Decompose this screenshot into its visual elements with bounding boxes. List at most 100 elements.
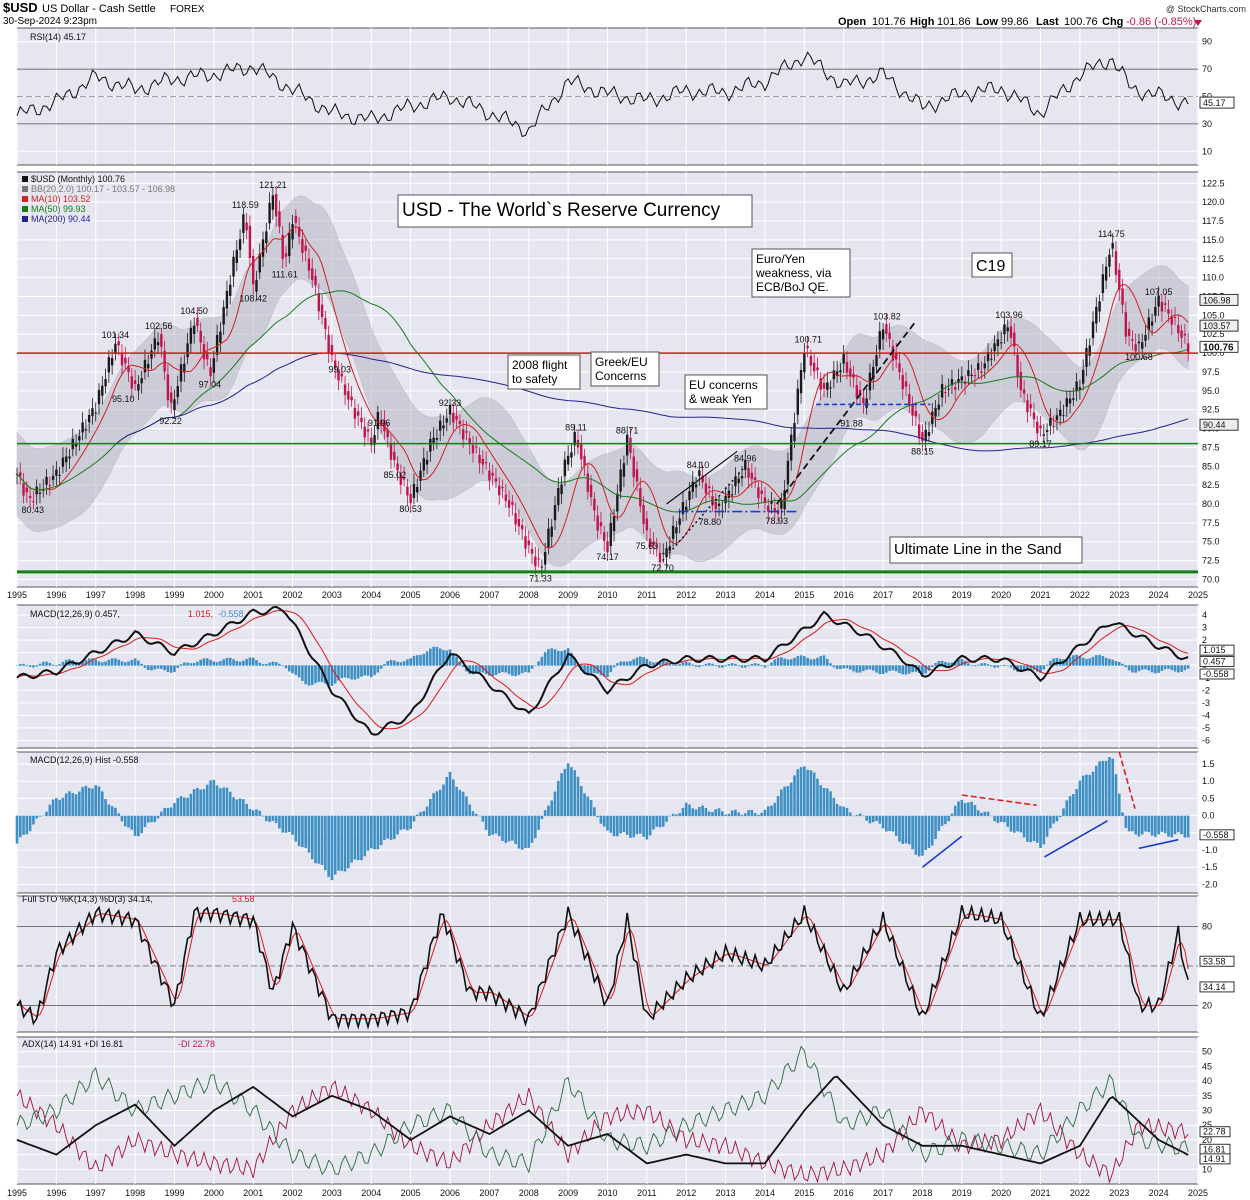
candle-body [816,367,819,371]
y-tick-label: 4 [1202,610,1207,620]
hist-bar [199,789,203,817]
macd-hist-bar [970,665,973,666]
hist-bar [1052,815,1055,824]
macd-hist-bar [1137,665,1141,672]
macd-hist-bar [1035,665,1039,672]
legend-swatch [22,176,28,182]
hist-bar [871,815,875,823]
hist-bar [635,815,639,835]
candle-body [1022,389,1026,394]
macd-hist-bar [1052,658,1055,666]
hist-bar [504,815,508,843]
macd-hist-bar [248,657,252,666]
hist-bar [133,815,137,836]
hist-bar [924,815,928,850]
hist-bar [225,787,229,817]
hist-bar [445,776,449,817]
macd-hist-bar [196,661,199,666]
hist-bar [714,809,718,817]
candle-body [22,483,25,496]
macd-hist-bar [123,662,127,666]
candle-body [1111,243,1114,249]
macd-hist-bar [924,665,928,674]
legend-swatch [22,206,28,212]
macd-hist-bar [1177,665,1180,673]
x-tick-label: 2017 [873,590,893,600]
candle-body [284,253,288,257]
macd-hist-bar [307,665,311,686]
macd-hist-bar [209,659,212,666]
hist-bar [1065,800,1069,817]
macd-hist-bar [534,665,537,666]
hist-bar [146,815,150,823]
candle-body [796,388,799,415]
y-tick-label: 30 [1202,119,1212,129]
candle-body [862,397,865,404]
macd-hist-bar [593,665,596,674]
hist-bar [251,810,255,817]
hist-bar [143,815,147,828]
macd-hist-bar [937,660,941,666]
macd-hist-bar [1154,665,1157,674]
candle-body [878,331,881,350]
candle-body [419,470,422,481]
candle-body [153,338,156,350]
macd-hist-bar [255,660,258,666]
macd-hist-bar [386,661,390,666]
price-annotation: 89.11 [565,422,587,432]
candle-body [757,487,760,499]
macd-hist-bar [1006,665,1010,666]
candle-body [376,411,380,430]
macd-hist-bar [871,665,875,671]
candle-body [501,487,504,489]
candle-body [521,525,524,530]
candle-body [248,225,252,259]
candle-body [917,424,921,439]
candle-body [599,522,603,527]
candle-body [1186,343,1190,354]
x-tick-label: 2020 [991,590,1011,600]
macd-hist-bar [235,660,239,666]
macd-hist-bar [28,665,32,667]
hist-bar [960,799,964,817]
y-tick-label: 102.5 [1202,329,1225,339]
macd-hist-bar [153,665,157,670]
macd-hist-bar [310,665,314,685]
hist-bar [438,789,442,817]
x-tick-label: 1998 [125,590,145,600]
macd-value-tag [1199,644,1235,656]
hist-bar [1072,794,1075,817]
hist-bar [402,815,406,830]
hist-bar [803,766,806,817]
hist-bar [796,769,800,817]
hist-bar [110,806,114,817]
hist-bar [783,786,786,817]
macd-hist-bar [278,663,281,666]
hist-bar [261,815,265,817]
hist-bar [1009,815,1013,832]
macd-hist-bar [783,658,786,666]
hist-bar [1154,815,1157,837]
candle-body [1072,398,1075,400]
candle-body [678,518,681,525]
macd-hist-bar [258,662,262,666]
hist-bar [878,815,882,824]
candle-body [38,492,42,494]
hist-value-tag [1199,829,1235,841]
macd-hist-bar [658,661,662,666]
candle-body [337,369,340,381]
y-tick-label: 80.0 [1202,499,1220,509]
candle-body [1098,301,1101,312]
candle-body [301,239,304,254]
macd-hist-bar [678,664,681,666]
y-tick-label: 25 [1202,1120,1212,1130]
candle-body [973,375,977,377]
x-tick-label: 2025 [1188,590,1208,600]
hist-bar [205,784,209,817]
candle-body [950,379,954,386]
candle-body [448,404,452,415]
candle-body [1026,400,1029,413]
hist-bar [1173,815,1177,835]
price-annotation: 121.21 [259,180,287,190]
